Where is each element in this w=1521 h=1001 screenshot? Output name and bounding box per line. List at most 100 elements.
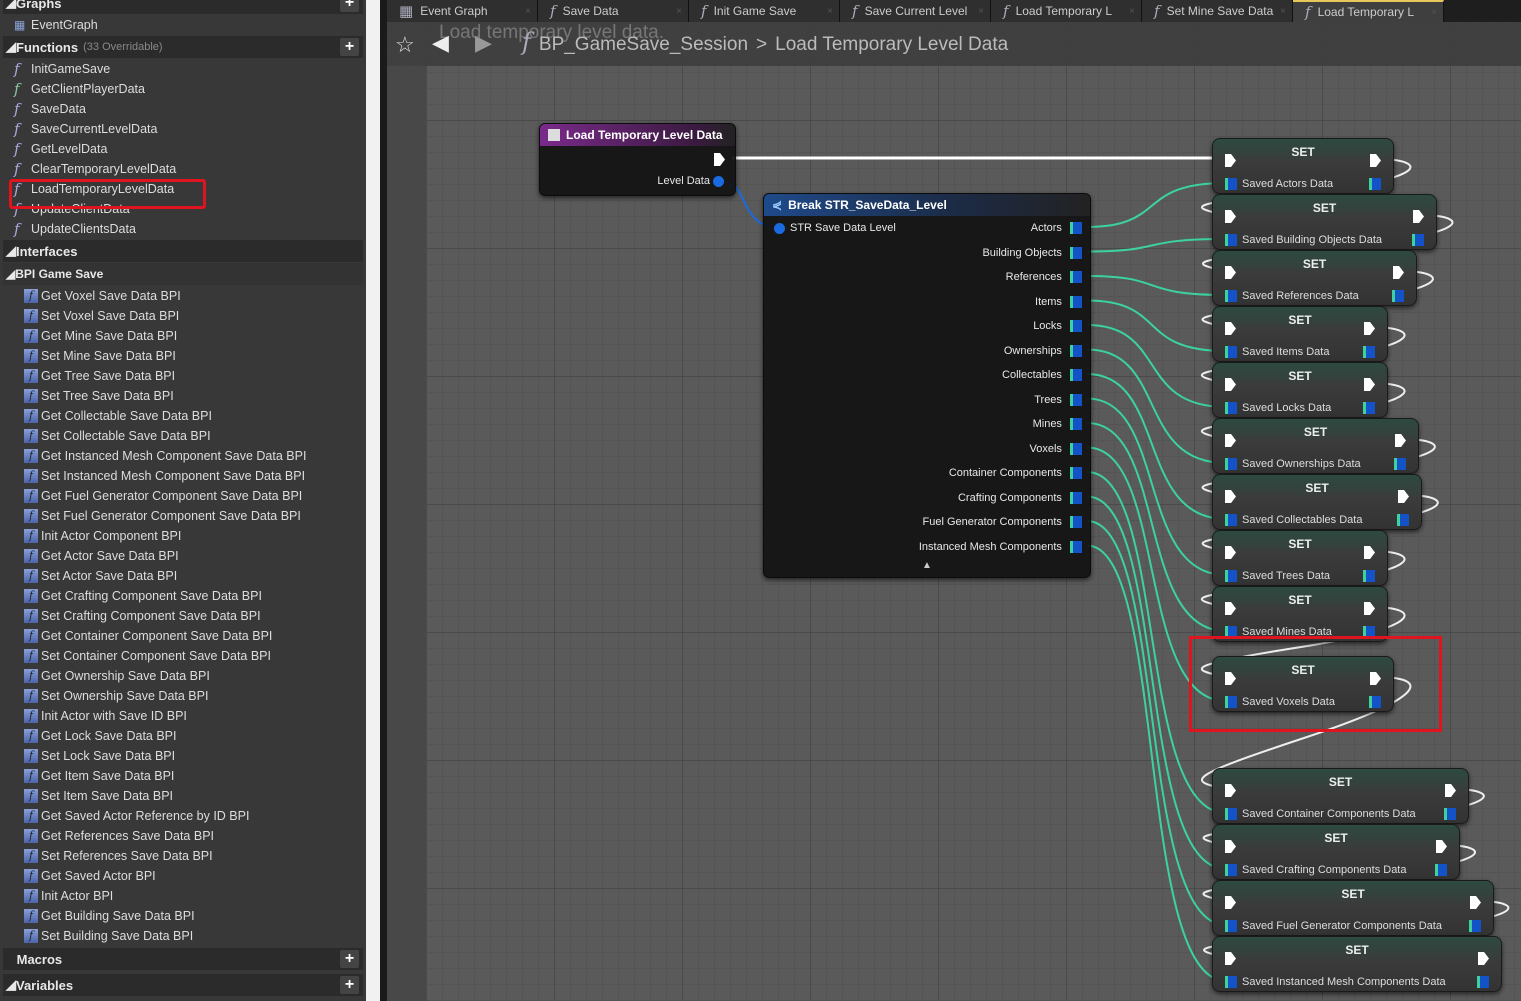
array-in-pin[interactable]	[1225, 808, 1237, 820]
tab[interactable]: f Load Temporary L ×	[1293, 0, 1444, 22]
set-node[interactable]: SET Saved Locks Data	[1212, 362, 1388, 418]
exec-in-pin[interactable]	[1225, 322, 1236, 335]
exec-out-pin[interactable]	[1436, 840, 1447, 853]
array-in-pin[interactable]	[1225, 920, 1237, 932]
output-pin[interactable]: Fuel Generator Components	[923, 516, 1082, 529]
interface-function-item[interactable]: f Get Actor Save Data BPI	[0, 546, 366, 566]
array-in-pin[interactable]	[1225, 458, 1237, 470]
exec-out-pin[interactable]	[1364, 378, 1375, 391]
output-pin[interactable]: Actors	[1031, 222, 1082, 235]
functions-section[interactable]: ◢ Functions (33 Overridable) +	[3, 36, 363, 58]
set-node[interactable]: SET Saved Container Components Data	[1212, 768, 1469, 824]
exec-in-pin[interactable]	[1225, 490, 1236, 503]
array-out-pin[interactable]	[1397, 514, 1409, 526]
exec-out-pin[interactable]	[1364, 602, 1375, 615]
interface-function-item[interactable]: f Get Item Save Data BPI	[0, 766, 366, 786]
interface-function-item[interactable]: f Get Instanced Mesh Component Save Data …	[0, 446, 366, 466]
exec-out-pin[interactable]	[714, 153, 725, 166]
tab[interactable]: f Load Temporary L ×	[991, 0, 1142, 22]
interface-function-item[interactable]: f Set Instanced Mesh Component Save Data …	[0, 466, 366, 486]
back-arrow-icon[interactable]: ◀	[432, 30, 449, 55]
array-in-pin[interactable]	[1225, 402, 1237, 414]
favorite-star-icon[interactable]: ☆	[395, 32, 415, 57]
output-pin[interactable]: Locks	[1033, 320, 1082, 333]
set-node[interactable]: SET Saved Items Data	[1212, 306, 1388, 362]
interface-function-item[interactable]: f Set Tree Save Data BPI	[0, 386, 366, 406]
tab[interactable]: f Save Current Level ×	[840, 0, 991, 22]
output-pin[interactable]: Crafting Components	[958, 492, 1082, 504]
exec-in-pin[interactable]	[1225, 154, 1236, 167]
interface-function-item[interactable]: f Set Container Component Save Data BPI	[0, 646, 366, 666]
set-node[interactable]: SET Saved Instanced Mesh Components Data	[1212, 936, 1502, 992]
exec-in-pin[interactable]	[1225, 378, 1236, 391]
add-function-button[interactable]: +	[340, 38, 359, 56]
exec-in-pin[interactable]	[1225, 672, 1236, 685]
array-out-pin[interactable]	[1392, 290, 1404, 302]
function-item[interactable]: f InitGameSave	[14, 60, 111, 78]
function-item[interactable]: f LoadTemporaryLevelData	[14, 180, 175, 198]
set-node[interactable]: SET Saved Fuel Generator Components Data	[1212, 880, 1494, 936]
set-node[interactable]: SET Saved Mines Data	[1212, 586, 1388, 642]
exec-out-pin[interactable]	[1413, 210, 1424, 223]
function-item[interactable]: f SaveCurrentLevelData	[14, 120, 158, 138]
array-in-pin[interactable]	[1225, 346, 1237, 358]
exec-in-pin[interactable]	[1225, 840, 1236, 853]
set-node[interactable]: SET Saved References Data	[1212, 250, 1417, 306]
add-macro-button[interactable]: +	[340, 950, 359, 968]
bpi-game-save-section[interactable]: ◢ BPI Game Save	[3, 263, 363, 285]
array-in-pin[interactable]	[1225, 178, 1237, 190]
exec-out-pin[interactable]	[1370, 154, 1381, 167]
array-in-pin[interactable]	[1225, 864, 1237, 876]
array-in-pin[interactable]	[1225, 976, 1237, 988]
interface-function-item[interactable]: f Init Actor with Save ID BPI	[0, 706, 366, 726]
array-in-pin[interactable]	[1225, 514, 1237, 526]
add-variable-button[interactable]: +	[340, 976, 359, 994]
close-tab-icon[interactable]: ×	[1129, 5, 1135, 17]
output-pin[interactable]: Building Objects	[982, 247, 1082, 259]
function-item[interactable]: f GetClientPlayerData	[14, 80, 145, 98]
array-out-pin[interactable]	[1394, 458, 1406, 470]
exec-out-pin[interactable]	[1470, 896, 1481, 909]
array-out-pin[interactable]	[1469, 920, 1481, 932]
exec-in-pin[interactable]	[1225, 434, 1236, 447]
close-tab-icon[interactable]: ×	[525, 5, 531, 17]
set-node[interactable]: SET Saved Crafting Components Data	[1212, 824, 1460, 880]
array-in-pin[interactable]	[1225, 234, 1237, 246]
interface-function-item[interactable]: f Set Voxel Save Data BPI	[0, 306, 366, 326]
level-data-pin[interactable]: Level Data	[657, 175, 724, 187]
set-node[interactable]: SET Saved Collectables Data	[1212, 474, 1422, 530]
close-tab-icon[interactable]: ×	[978, 5, 984, 17]
str-save-data-level-pin[interactable]: STR Save Data Level	[774, 222, 896, 234]
interface-function-item[interactable]: f Set Fuel Generator Component Save Data …	[0, 506, 366, 526]
interface-function-item[interactable]: f Get Building Save Data BPI	[0, 906, 366, 926]
close-tab-icon[interactable]: ×	[676, 5, 682, 17]
close-tab-icon[interactable]: ×	[1280, 5, 1286, 17]
interface-function-item[interactable]: f Get Collectable Save Data BPI	[0, 406, 366, 426]
output-pin[interactable]: Container Components	[949, 467, 1082, 480]
exec-in-pin[interactable]	[1225, 210, 1236, 223]
array-out-pin[interactable]	[1444, 808, 1456, 820]
exec-out-pin[interactable]	[1370, 672, 1381, 685]
function-item[interactable]: f GetLevelData	[14, 140, 108, 158]
set-node[interactable]: SET Saved Trees Data	[1212, 530, 1388, 586]
tab[interactable]: f Init Game Save ×	[689, 0, 840, 22]
entry-node[interactable]: Load Temporary Level Data Level Data	[539, 123, 736, 196]
graph-canvas[interactable]: ☆ Load temporary level data. ◀ ▶ f BP_Ga…	[387, 22, 1521, 1001]
interface-function-item[interactable]: f Get Tree Save Data BPI	[0, 366, 366, 386]
interface-function-item[interactable]: f Set Building Save Data BPI	[0, 926, 366, 946]
array-in-pin[interactable]	[1225, 570, 1237, 582]
panel-splitter[interactable]	[366, 0, 380, 1001]
interfaces-section[interactable]: ◢ Interfaces	[3, 240, 363, 262]
array-out-pin[interactable]	[1435, 864, 1447, 876]
function-item[interactable]: f UpdateClientsData	[14, 220, 136, 238]
close-tab-icon[interactable]: ×	[1431, 6, 1437, 18]
interface-function-item[interactable]: f Get Saved Actor Reference by ID BPI	[0, 806, 366, 826]
array-in-pin[interactable]	[1225, 696, 1237, 708]
interface-function-item[interactable]: f Init Actor BPI	[0, 886, 366, 906]
interface-function-item[interactable]: f Get Crafting Component Save Data BPI	[0, 586, 366, 606]
interface-function-item[interactable]: f Set Ownership Save Data BPI	[0, 686, 366, 706]
array-out-pin[interactable]	[1412, 234, 1424, 246]
array-out-pin[interactable]	[1363, 402, 1375, 414]
interface-function-item[interactable]: f Get Mine Save Data BPI	[0, 326, 366, 346]
interface-function-item[interactable]: f Set Crafting Component Save Data BPI	[0, 606, 366, 626]
